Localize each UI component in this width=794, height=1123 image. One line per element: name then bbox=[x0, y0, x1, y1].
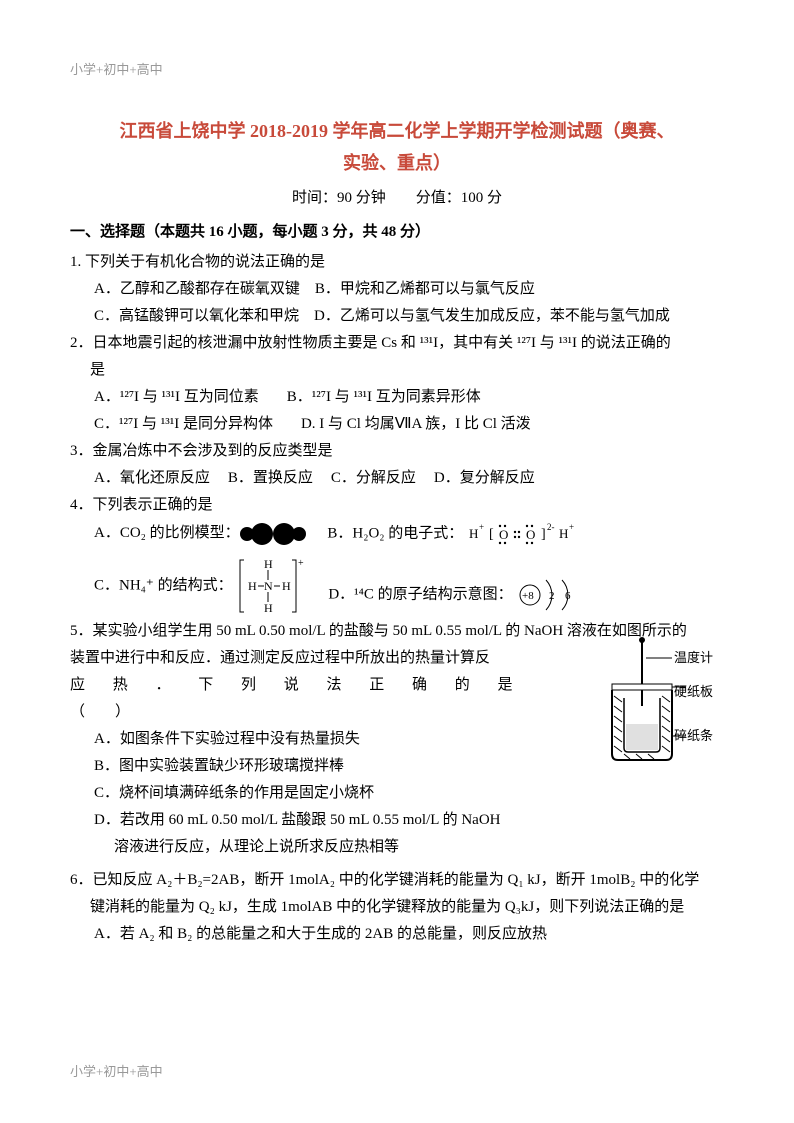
q5-option-c: C．烧杯间填满碎纸条的作用是固定小烧杯 bbox=[94, 781, 724, 805]
exam-timing: 时间：90 分钟 分值：100 分 bbox=[70, 186, 724, 210]
svg-text:]: ] bbox=[541, 527, 546, 542]
q1-option-ab: A．乙醇和乙酸都存在碳氧双键 B．甲烷和乙烯都可以与氯气反应 bbox=[94, 277, 724, 301]
svg-text:N: N bbox=[264, 579, 273, 593]
calorimeter-diagram: 温度计 硬纸板 碎纸条 bbox=[594, 636, 724, 776]
footer-tag: 小学+初中+高中 bbox=[70, 1062, 163, 1083]
question-4: 4．下列表示正确的是 bbox=[70, 493, 724, 517]
q5-option-d: D．若改用 60 mL 0.50 mol/L 盐酸跟 50 mL 0.55 mo… bbox=[94, 808, 724, 832]
svg-text:O: O bbox=[499, 527, 508, 542]
co2-model-icon bbox=[243, 522, 303, 546]
main-title-line2: 实验、重点） bbox=[70, 149, 724, 178]
q2-row-ab: A．¹²⁷I 与 ¹³¹I 互为同位素 B．¹²⁷I 与 ¹³¹I 互为同素异形… bbox=[94, 385, 724, 409]
nh4-structure-icon: + H H N H H bbox=[236, 556, 308, 616]
q2-option-a: A．¹²⁷I 与 ¹³¹I 互为同位素 bbox=[94, 385, 259, 409]
h2o2-lewis-icon: H + [ O O ] 2- H + bbox=[467, 520, 587, 548]
question-6: 6．已知反应 A₂＋B₂=2AB，断开 1molA₂ 中的化学键消耗的能量为 Q… bbox=[70, 868, 724, 892]
q3-option-a: A．氧化还原反应 bbox=[94, 466, 210, 490]
question-3: 3．金属冶炼中不会涉及到的反应类型是 bbox=[70, 439, 724, 463]
q3-option-b: B．置换反应 bbox=[228, 466, 313, 490]
svg-text:[: [ bbox=[489, 527, 494, 542]
svg-text:+: + bbox=[479, 522, 484, 532]
svg-text:H: H bbox=[264, 557, 273, 571]
label-board: 硬纸板 bbox=[674, 684, 713, 699]
q2-row-cd: C．¹²⁷I 与 ¹³¹I 是同分异构体 D. I 与 Cl 均属ⅦA 族，I … bbox=[94, 412, 724, 436]
svg-text:+8: +8 bbox=[522, 590, 534, 602]
label-paper: 碎纸条 bbox=[674, 728, 713, 743]
q6-line2: 键消耗的能量为 Q₂ kJ，生成 1molAB 中的化学键释放的能量为 Q₃kJ… bbox=[90, 895, 724, 919]
question-1: 1. 下列关于有机化合物的说法正确的是 bbox=[70, 250, 724, 274]
q4c-text: C．NH₄⁺ 的结构式： bbox=[94, 577, 233, 593]
q5-option-d-cont: 溶液进行反应，从理论上说所求反应热相等 bbox=[114, 835, 724, 859]
label-thermometer: 温度计 bbox=[674, 650, 713, 665]
q6-option-a: A．若 A₂ 和 B₂ 的总能量之和大于生成的 2AB 的总能量，则反应放热 bbox=[94, 922, 724, 946]
q4-option-d: D．¹⁴C 的原子结构示意图： +8 2 6 bbox=[328, 574, 596, 616]
q3-options: A．氧化还原反应 B．置换反应 C．分解反应 D．复分解反应 bbox=[94, 466, 724, 490]
q4-row-cd: C．NH₄⁺ 的结构式： + H H N H H D．¹⁴C 的原子结构示意图：… bbox=[94, 556, 724, 616]
q4a-text: A．CO₂ 的比例模型： bbox=[94, 525, 240, 541]
q4d-text: D．¹⁴C 的原子结构示意图： bbox=[328, 586, 512, 602]
q2-option-b: B．¹²⁷I 与 ¹³¹I 互为同素异形体 bbox=[287, 385, 481, 409]
q4b-text: B．H₂O₂ 的电子式： bbox=[327, 525, 463, 541]
q2-option-d: D. I 与 Cl 均属ⅦA 族，I 比 Cl 活泼 bbox=[301, 412, 531, 436]
svg-text:+: + bbox=[569, 522, 574, 532]
svg-text:H: H bbox=[559, 526, 568, 541]
svg-text:O: O bbox=[526, 527, 535, 542]
section-1-heading: 一、选择题（本题共 16 小题，每小题 3 分，共 48 分） bbox=[70, 220, 724, 244]
q1-option-cd: C．高锰酸钾可以氧化苯和甲烷 D．乙烯可以与氢气发生加成反应，苯不能与氢气加成 bbox=[94, 304, 724, 328]
svg-text:6: 6 bbox=[565, 590, 571, 602]
q3-option-d: D．复分解反应 bbox=[434, 466, 535, 490]
q4-option-c: C．NH₄⁺ 的结构式： + H H N H H bbox=[94, 556, 308, 616]
question-2-cont: 是 bbox=[90, 358, 724, 382]
svg-text:+: + bbox=[298, 558, 304, 569]
svg-text:H: H bbox=[248, 579, 257, 593]
svg-text:H: H bbox=[264, 601, 273, 615]
q2-option-c: C．¹²⁷I 与 ¹³¹I 是同分异构体 bbox=[94, 412, 273, 436]
header-tag: 小学+初中+高中 bbox=[70, 60, 724, 81]
question-2: 2．日本地震引起的核泄漏中放射性物质主要是 Cs 和 ¹³¹I，其中有关 ¹²⁷… bbox=[70, 331, 724, 355]
atom-structure-icon: +8 2 6 bbox=[516, 574, 596, 616]
q4-option-b: B．H₂O₂ 的电子式： H + [ O O ] 2- H + bbox=[327, 520, 587, 548]
main-title-line1: 江西省上饶中学 2018-2019 学年高二化学上学期开学检测试题（奥赛、 bbox=[70, 113, 724, 149]
svg-text:H: H bbox=[469, 526, 478, 541]
q3-option-c: C．分解反应 bbox=[331, 466, 416, 490]
q4-row-ab: A．CO₂ 的比例模型： B．H₂O₂ 的电子式： H + [ O O ] 2-… bbox=[94, 520, 724, 548]
q4-option-a: A．CO₂ 的比例模型： bbox=[94, 521, 303, 546]
svg-text:H: H bbox=[282, 579, 291, 593]
svg-text:2: 2 bbox=[549, 590, 555, 602]
svg-text:2-: 2- bbox=[547, 522, 555, 532]
